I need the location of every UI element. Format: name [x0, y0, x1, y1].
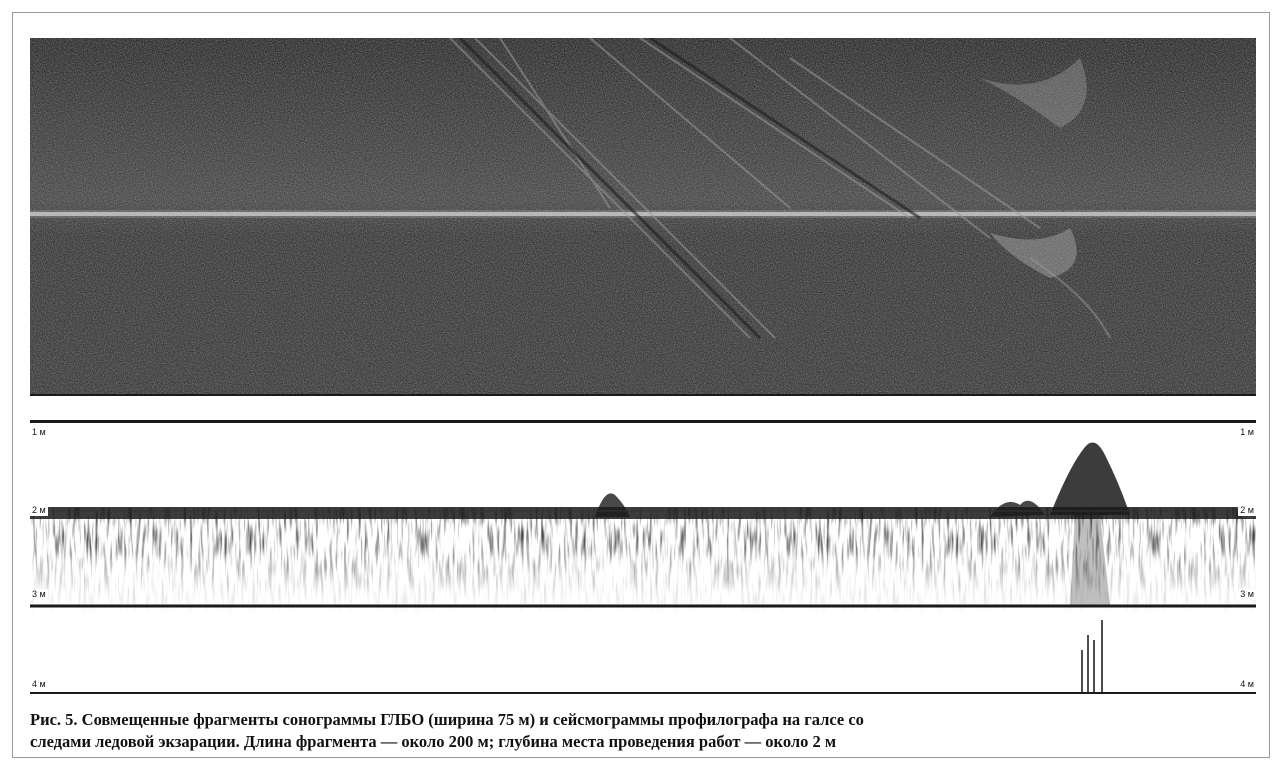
caption-line-2: следами ледовой экзарации. Длина фрагмен… [30, 732, 837, 751]
figure-caption: Рис. 5. Совмещенные фрагменты сонограммы… [30, 709, 1265, 753]
depth-label-right-3m: 3 м [1238, 589, 1256, 600]
seismogram-graphic [30, 442, 1256, 694]
depth-label-left-2m: 2 м [30, 505, 48, 516]
depth-label-right-2m: 2 м [1238, 505, 1256, 516]
sonogram-graphic [30, 38, 1256, 396]
sonogram-image [30, 38, 1256, 396]
depth-label-right-1m: 1 м [1238, 427, 1256, 438]
depth-label-right-4m: 4 м [1238, 679, 1256, 690]
seismogram-image: 1 м 2 м 3 м 4 м 1 м 2 м 3 м 4 м [30, 425, 1256, 695]
caption-line-1: Рис. 5. Совмещенные фрагменты сонограммы… [30, 710, 864, 729]
profile-top-line [30, 420, 1256, 423]
depth-label-left-1m: 1 м [30, 427, 48, 438]
depth-label-left-3m: 3 м [30, 589, 48, 600]
depth-label-left-4m: 4 м [30, 679, 48, 690]
sonogram-bottom-line [30, 394, 1256, 396]
